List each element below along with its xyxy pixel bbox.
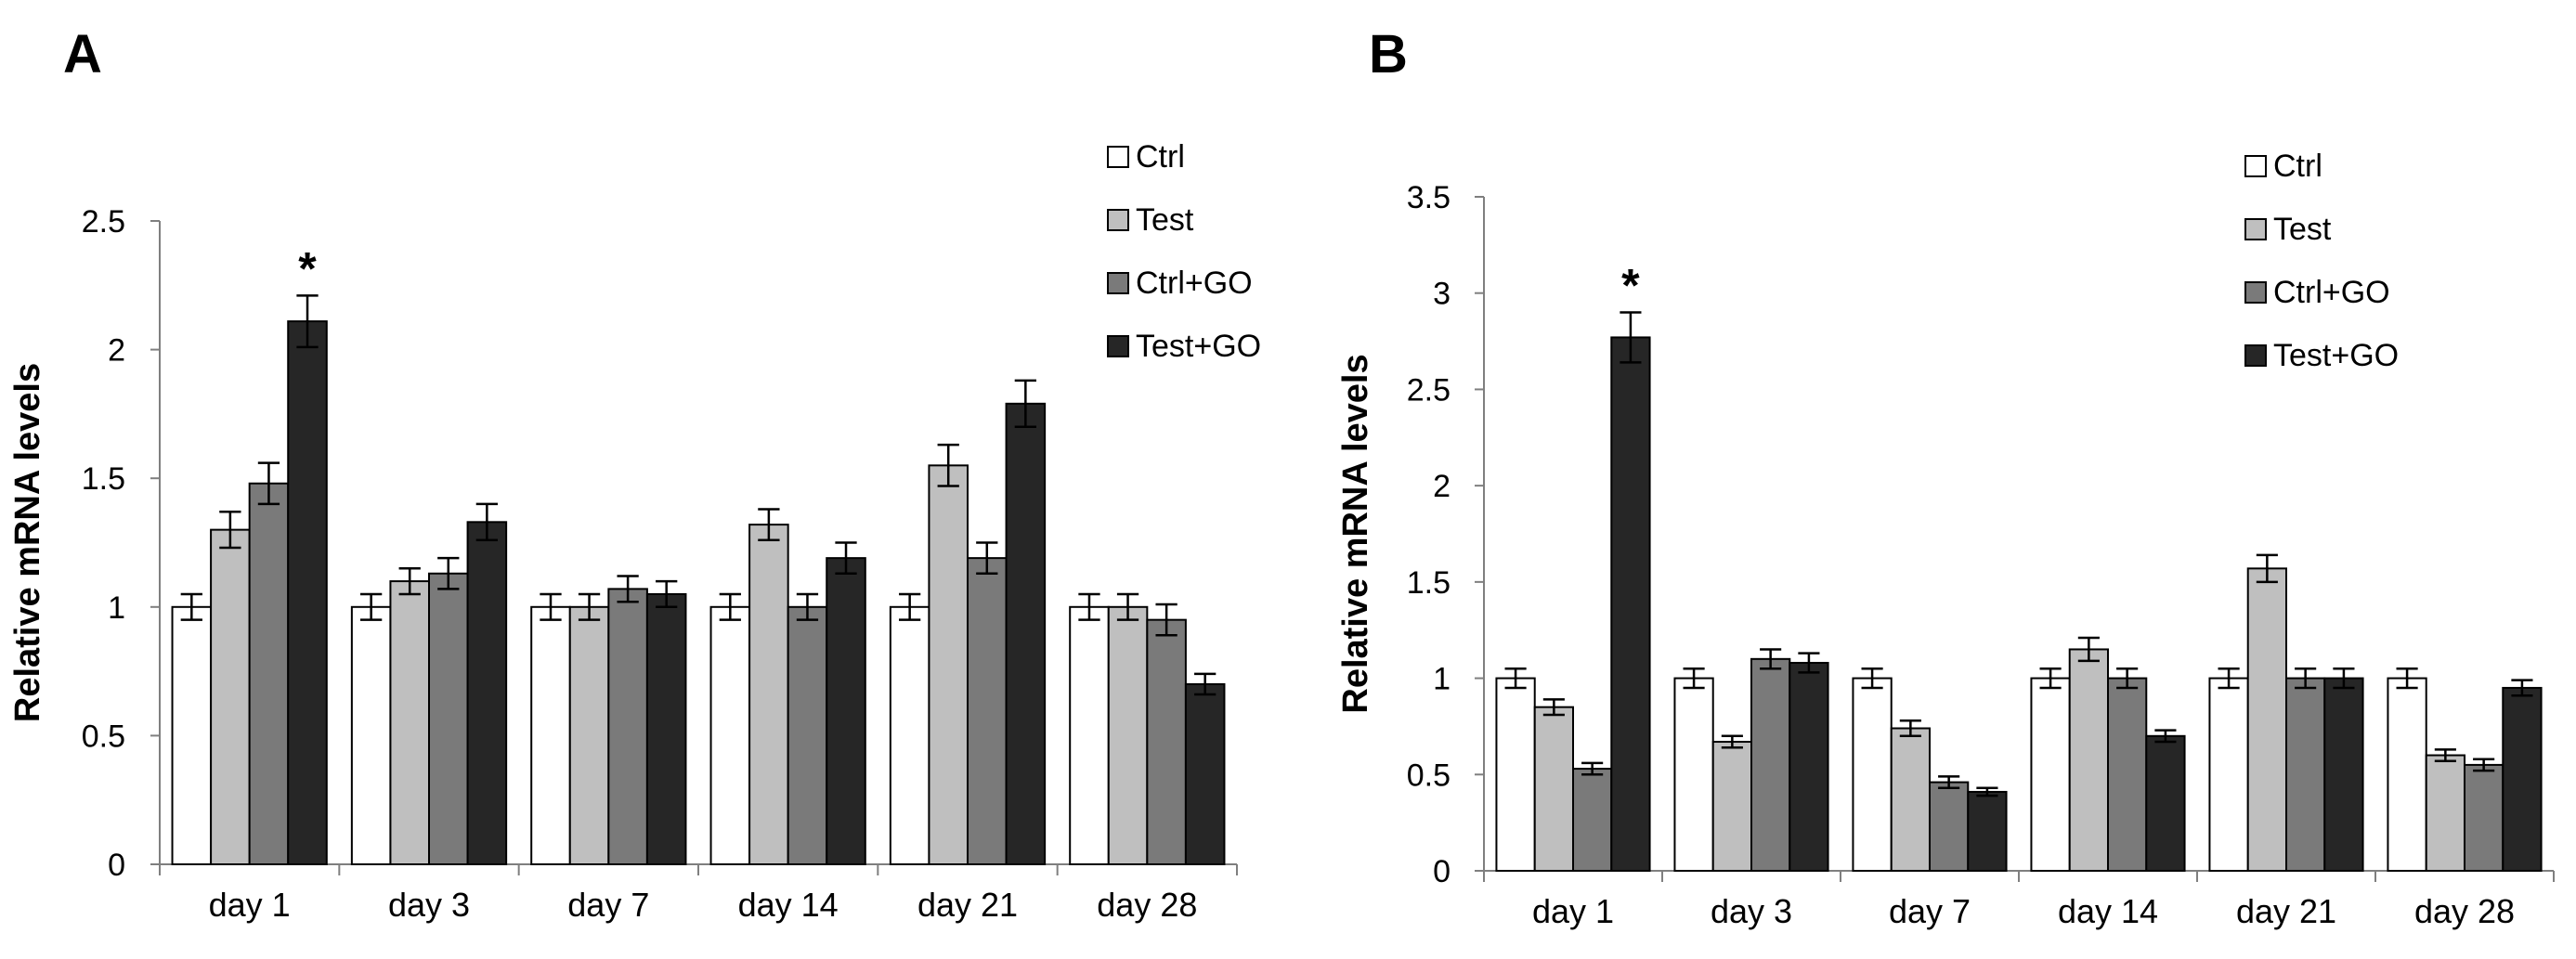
panel-b-bar-ctrl-go-day-28 <box>2464 763 2504 873</box>
panel-a-bar-test-go-day-21 <box>1005 402 1047 865</box>
panel-b-bar-test-go-day-14 <box>2145 734 2186 872</box>
panel-a-label: A <box>63 24 102 84</box>
panel-a-legend-label-test: Test <box>1136 202 1194 238</box>
panel-b-bar-test-go-day-3 <box>1789 661 1829 873</box>
panel-a-x-label-day-21: day 21 <box>917 886 1018 924</box>
panel-b-bar-test-day-28 <box>2425 754 2465 872</box>
panel-a-bar-test-day-3 <box>389 580 430 866</box>
panel-b-bar-ctrl-go-day-3 <box>1750 657 1791 872</box>
panel-a-y-tick-label: 0.5 <box>82 719 125 754</box>
panel-b-legend-swatch-ctrl <box>2244 155 2267 177</box>
panel-b-bar-test-day-14 <box>2068 648 2109 873</box>
panel-b-significance-asterisk: * <box>1621 259 1640 311</box>
panel-b-bar-ctrl-go-day-14 <box>2107 677 2148 872</box>
panel-b: B Relative mRNA levels 0 0.5 1 1.5 2 2.5 3 3.5 day… <box>1336 24 2555 930</box>
panel-b-y-tick-label: 3.5 <box>1407 180 1451 215</box>
panel-a-bar-ctrl-day-21 <box>889 605 930 865</box>
panel-b-y-tick-label: 3 <box>1433 277 1451 312</box>
panel-b-bar-test-day-1 <box>1533 706 1574 873</box>
panel-b-legend-label-ctrl: Ctrl <box>2273 149 2322 184</box>
panel-b-bar-test-day-21 <box>2246 567 2287 873</box>
panel-a-bar-ctrl-day-14 <box>709 605 751 865</box>
panel-b-x-label-day-28: day 28 <box>2414 892 2515 930</box>
panel-a-bar-ctrl-go-day-28 <box>1146 618 1187 865</box>
panel-a-legend-swatch-test <box>1107 209 1129 231</box>
panel-a-x-label-day-7: day 7 <box>567 886 649 924</box>
panel-a-bar-test-go-day-1 <box>287 320 328 866</box>
panel-b-bar-test-day-7 <box>1890 727 1931 873</box>
panel-a-x-label-day-1: day 1 <box>209 886 291 924</box>
panel-a-bar-ctrl-go-day-1 <box>248 482 290 866</box>
panel-a-bar-test-day-28 <box>1107 605 1149 865</box>
panel-b-y-tick-label: 1 <box>1433 662 1451 697</box>
panel-b-x-label-day-21: day 21 <box>2236 892 2336 930</box>
panel-b-y-tick-label: 2 <box>1433 469 1451 504</box>
panel-b-bar-ctrl-day-1 <box>1495 677 1536 872</box>
panel-b-y-tick-label: 0.5 <box>1407 758 1451 793</box>
panel-a-legend-label-ctrl: Ctrl <box>1136 139 1185 175</box>
panel-a-bar-test-day-21 <box>928 464 969 865</box>
panel-a-bar-test-go-day-14 <box>826 557 866 866</box>
panel-b-bar-ctrl-day-21 <box>2208 677 2249 872</box>
panel-a-bar-ctrl-go-day-3 <box>428 572 469 865</box>
panel-b-y-tick-label: 2.5 <box>1407 372 1451 408</box>
panel-a-bar-ctrl-go-day-21 <box>967 557 1008 866</box>
panel-b-legend-swatch-test-go <box>2244 344 2267 367</box>
panel-a-legend-label-ctrl-go: Ctrl+GO <box>1136 266 1253 301</box>
panel-b-y-axis-title: Relative mRNA levels <box>1336 354 1375 713</box>
panel-a-bar-test-day-7 <box>568 605 610 865</box>
panel-b-legend-swatch-ctrl-go <box>2244 281 2267 304</box>
panel-a-bar-ctrl-day-7 <box>530 605 571 865</box>
panel-b-x-label-day-1: day 1 <box>1532 892 1614 930</box>
panel-b-legend-label-ctrl-go: Ctrl+GO <box>2273 275 2390 310</box>
panel-a-x-label-day-3: day 3 <box>388 886 470 924</box>
panel-b-legend-label-test-go: Test+GO <box>2273 338 2399 373</box>
panel-a-y-tick-label: 2 <box>108 333 125 369</box>
panel-a-y-tick-label: 1.5 <box>82 461 125 497</box>
panel-a: A Relative mRNA levels 0 0.5 1 1.5 2 2.5 day 1 da… <box>8 24 1261 924</box>
panel-a-significance-asterisk: * <box>298 242 317 294</box>
panel-b-bar-ctrl-day-3 <box>1673 677 1714 872</box>
panel-a-bar-test-day-14 <box>748 524 789 865</box>
panel-a-bar-ctrl-go-day-7 <box>607 588 648 865</box>
panel-b-bar-ctrl-go-day-1 <box>1572 768 1613 873</box>
panel-b-x-label-day-7: day 7 <box>1889 892 1971 930</box>
panel-a-y-tick-label: 0 <box>108 848 125 883</box>
panel-a-bar-ctrl-day-1 <box>171 605 213 865</box>
panel-b-bar-test-day-3 <box>1711 741 1752 872</box>
panel-a-bar-test-go-day-3 <box>466 521 508 865</box>
panel-b-bar-ctrl-day-14 <box>2030 677 2071 872</box>
panel-a-y-tick-label: 2.5 <box>82 204 125 240</box>
panel-b-x-label-day-3: day 3 <box>1711 892 1792 930</box>
panel-b-bar-test-go-day-1 <box>1610 336 1651 872</box>
panel-b-legend-label-test: Test <box>2273 212 2332 247</box>
panel-b-bar-test-go-day-21 <box>2323 677 2364 872</box>
panel-a-bar-test-go-day-7 <box>645 592 687 865</box>
panel-a-y-axis-title: Relative mRNA levels <box>8 363 47 722</box>
panel-b-y-tick-label: 1.5 <box>1407 565 1451 601</box>
panel-b-x-label-day-14: day 14 <box>2058 892 2158 930</box>
panel-b-bar-test-go-day-7 <box>1967 790 2008 872</box>
panel-b-bar-ctrl-day-28 <box>2387 677 2427 872</box>
panel-a-y-tick-label: 1 <box>108 590 125 626</box>
panel-a-legend-swatch-test-go <box>1107 335 1129 357</box>
panel-b-legend-swatch-test <box>2244 218 2267 240</box>
panel-b-label: B <box>1369 24 1408 84</box>
panel-b-bar-ctrl-go-day-7 <box>1929 781 1970 873</box>
panel-b-y-tick-label: 0 <box>1433 854 1451 889</box>
panel-a-bar-test-go-day-28 <box>1184 682 1226 866</box>
panel-b-bar-ctrl-day-7 <box>1852 677 1893 872</box>
panel-a-bar-ctrl-go-day-14 <box>787 605 828 865</box>
panel-a-legend-swatch-ctrl <box>1107 146 1129 168</box>
panel-a-bar-ctrl-day-28 <box>1069 605 1110 865</box>
panel-a-x-label-day-14: day 14 <box>738 886 839 924</box>
panel-a-legend-label-test-go: Test+GO <box>1136 329 1261 364</box>
panel-b-bar-ctrl-go-day-21 <box>2285 677 2326 872</box>
panel-a-bar-test-day-1 <box>210 528 251 865</box>
panel-a-legend-swatch-ctrl-go <box>1107 272 1129 294</box>
panel-b-bar-test-go-day-28 <box>2502 686 2543 873</box>
panel-a-bar-ctrl-day-3 <box>350 605 392 865</box>
panel-a-x-label-day-28: day 28 <box>1097 886 1197 924</box>
